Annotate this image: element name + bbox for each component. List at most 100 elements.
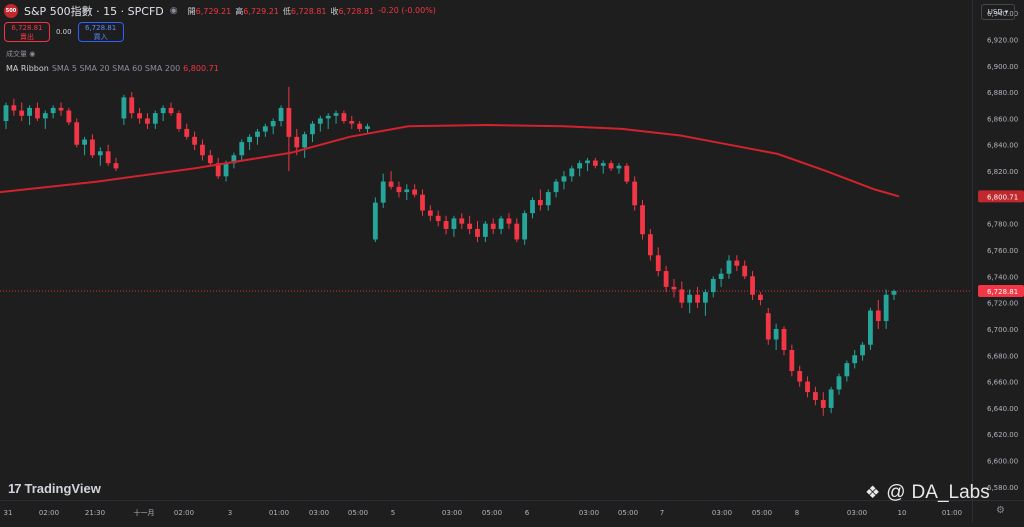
time-tick-label: 05:00 xyxy=(348,509,368,517)
candle-body xyxy=(875,310,881,322)
candle-body xyxy=(372,202,378,240)
time-axis[interactable]: 31 02:00 21:30 十一月 02:00 3 01:00 03:00 05:00 5 03:… xyxy=(0,500,972,523)
candle-body xyxy=(585,160,590,164)
price-tick-label: 6,580.00 xyxy=(987,484,1018,492)
candle-body xyxy=(758,294,763,300)
ohlc-open: 開6,729.21 xyxy=(187,6,232,16)
candle-body xyxy=(844,363,850,377)
eye-icon[interactable]: ◉ xyxy=(169,6,178,16)
candle-body xyxy=(608,163,614,169)
candle-body xyxy=(66,110,72,123)
candle-body xyxy=(522,213,528,240)
candle-body xyxy=(341,113,347,122)
candle-body xyxy=(530,200,535,214)
watermark: ❖ @ DA_Labs xyxy=(865,482,990,504)
ma-ribbon-legend[interactable]: MA Ribbon SMA 5 SMA 20 SMA 60 SMA 200 6,… xyxy=(6,64,219,73)
chart-pane[interactable] xyxy=(0,0,972,500)
candle-body xyxy=(868,310,873,345)
tradingview-mark-icon: 17 xyxy=(8,481,22,496)
symbol-title[interactable]: S&P 500指數 · 15 · SPCFD xyxy=(24,5,164,18)
time-tick-label: 3 xyxy=(228,509,232,517)
buy-price: 6,728.81 xyxy=(85,24,117,32)
time-tick-label: 01:00 xyxy=(942,509,962,517)
tradingview-logo[interactable]: 17 TradingView xyxy=(8,481,101,496)
candle-body xyxy=(420,194,425,211)
candle-body xyxy=(482,223,488,237)
candle-body xyxy=(561,176,567,182)
candle-body xyxy=(710,278,716,293)
candle-body xyxy=(412,189,418,195)
gear-icon[interactable]: ⚙ xyxy=(996,505,1005,516)
price-tick-label: 6,640.00 xyxy=(987,405,1018,413)
time-tick-label: 05:00 xyxy=(752,509,772,517)
time-tick-label: 02:00 xyxy=(39,509,59,517)
candle-body xyxy=(750,276,755,295)
eye-icon: ◉ xyxy=(29,50,36,58)
candle-body xyxy=(129,97,135,114)
candle-body xyxy=(451,218,457,229)
candle-body xyxy=(663,271,669,287)
sell-price: 6,728.81 xyxy=(11,24,43,32)
candle-body xyxy=(475,228,480,237)
candle-body xyxy=(647,234,653,256)
indicator-name: MA Ribbon xyxy=(6,64,49,73)
candle-body xyxy=(74,122,80,145)
sell-button[interactable]: 6,728.81 賣出 xyxy=(4,22,50,42)
candle-body xyxy=(695,294,700,303)
time-tick-label: 十一月 xyxy=(134,508,155,517)
price-tick-label: 6,820.00 xyxy=(987,168,1018,176)
indicator-value: 6,800.71 xyxy=(183,64,219,73)
time-tick-label: 5 xyxy=(391,509,395,517)
candle-body xyxy=(286,107,292,137)
candle-body xyxy=(97,151,103,156)
price-tick-label: 6,600.00 xyxy=(987,458,1018,466)
candle-body xyxy=(19,110,25,116)
price-axis[interactable]: 6,940.00 6,920.00 6,900.00 6,880.00 6,860.00… xyxy=(972,0,1024,500)
candle-body xyxy=(82,139,87,145)
candle-body xyxy=(820,400,826,408)
candle-body xyxy=(247,136,253,143)
candle-body xyxy=(765,313,771,340)
candle-body xyxy=(333,113,339,116)
price-tick-label: 6,680.00 xyxy=(987,352,1018,360)
time-tick-label: 05:00 xyxy=(618,509,638,517)
volume-indicator-label[interactable]: 成交量 ◉ xyxy=(6,50,36,58)
ohlc-change: -0.20 (-0.00%) xyxy=(378,5,436,15)
candle-body xyxy=(27,107,32,116)
last-price-badge-label: 6,728.81 xyxy=(987,288,1018,296)
time-tick-label: 8 xyxy=(795,509,799,517)
candle-body xyxy=(679,289,685,303)
candle-body xyxy=(176,113,182,129)
candle-body xyxy=(718,273,724,279)
candle-body xyxy=(734,260,740,266)
candle-body xyxy=(152,113,158,124)
axis-corner xyxy=(972,500,1024,523)
candle-body xyxy=(459,218,465,224)
price-tick-label: 6,720.00 xyxy=(987,300,1018,308)
candle-body xyxy=(325,115,331,119)
candle-body xyxy=(891,291,897,295)
candle-body xyxy=(365,126,370,129)
time-tick-label: 03:00 xyxy=(442,509,462,517)
candle-body xyxy=(852,355,858,364)
last-price-badge xyxy=(978,285,1024,298)
candle-body xyxy=(577,163,583,169)
candle-body xyxy=(805,381,810,393)
candle-body xyxy=(396,186,402,193)
buy-button[interactable]: 6,728.81 買入 xyxy=(77,22,124,42)
candle-body xyxy=(192,136,198,145)
candle-body xyxy=(262,126,268,132)
time-tick-label: 6 xyxy=(525,509,530,517)
candle-body xyxy=(773,328,779,340)
price-chart[interactable] xyxy=(0,0,972,500)
currency-selector[interactable]: USD ▾ xyxy=(981,4,1015,20)
symbol-badge-icon: 500 xyxy=(4,4,18,18)
candle-body xyxy=(90,139,95,156)
candle-body xyxy=(3,105,9,122)
candle-body xyxy=(467,223,473,229)
price-tick-label: 6,920.00 xyxy=(987,36,1018,44)
ma-price-badge xyxy=(978,190,1024,203)
time-tick-label: 05:00 xyxy=(482,509,502,517)
price-tick-label: 6,900.00 xyxy=(987,63,1018,71)
sma-200-line xyxy=(0,123,900,198)
